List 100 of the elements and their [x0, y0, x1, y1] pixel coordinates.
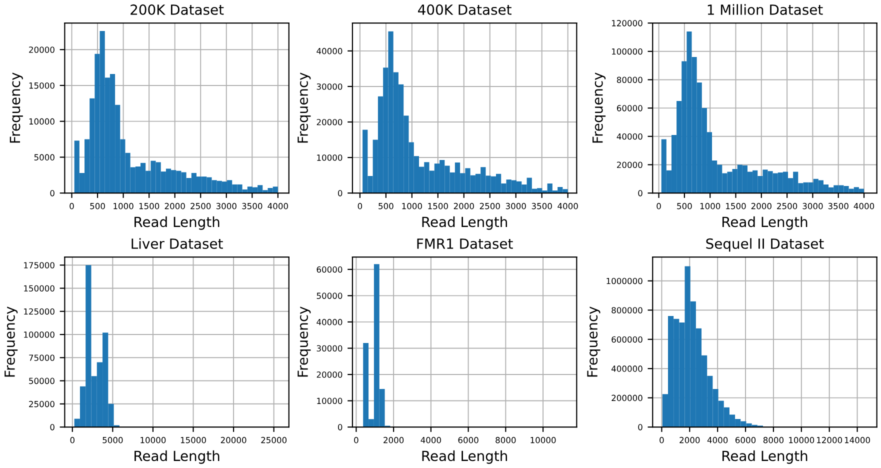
- x-tick-label: 1500: [428, 202, 448, 210]
- y-tick-label: 175000: [24, 262, 54, 268]
- y-axis-title: Frequency: [298, 72, 311, 143]
- y-tick-label: 120000: [612, 20, 642, 26]
- x-tick-label: 8000: [763, 436, 784, 444]
- y-tick-label: 800000: [612, 307, 642, 314]
- y-tick-label: 0: [638, 190, 642, 196]
- x-tick-label: 3500: [242, 202, 262, 210]
- x-tick-label: 2500: [190, 202, 211, 210]
- y-tick-label: 100000: [612, 48, 642, 55]
- x-tick-label: 10000: [530, 436, 556, 444]
- x-tick-label: 6000: [736, 436, 756, 444]
- x-tick-label: 500: [90, 202, 105, 210]
- y-tick-label: 75000: [29, 354, 54, 361]
- x-tick-label: 0: [70, 436, 74, 444]
- x-tick-label: 1000: [114, 202, 134, 210]
- y-tick-label: 0: [338, 424, 342, 430]
- y-tick-label: 0: [50, 424, 54, 430]
- x-tick-label: 2000: [751, 202, 772, 210]
- x-tick-label: 6000: [458, 436, 478, 444]
- y-axis-title: Frequency: [4, 306, 18, 377]
- y-tick-label: 50000: [29, 378, 54, 384]
- y-axis-title: Frequency: [10, 72, 23, 143]
- x-tick-label: 0: [660, 436, 664, 444]
- x-tick-label: 4000: [854, 202, 874, 210]
- x-tick-label: 25000: [261, 436, 287, 444]
- chart-title: FMR1 Dataset: [417, 238, 513, 249]
- x-tick-label: 500: [677, 202, 692, 210]
- y-tick-label: 60000: [316, 266, 342, 273]
- x-tick-label: 12000: [817, 436, 842, 444]
- x-tick-label: 2000: [454, 202, 474, 210]
- y-tick-label: 50000: [316, 292, 342, 299]
- x-axis-title: Read Length: [422, 450, 507, 464]
- x-tick-label: 4000: [268, 202, 288, 210]
- x-tick-label: 1000: [700, 202, 720, 210]
- y-tick-label: 100000: [24, 331, 54, 338]
- x-tick-label: 1500: [726, 202, 746, 210]
- x-tick-label: 0: [70, 202, 74, 210]
- chart-title: 400K Dataset: [418, 4, 512, 15]
- x-tick-label: 3000: [216, 202, 236, 210]
- x-tick-label: 0: [656, 202, 661, 210]
- y-tick-label: 400000: [612, 366, 642, 372]
- y-tick-label: 5000: [34, 154, 54, 160]
- y-tick-label: 20000: [29, 46, 54, 53]
- x-axis-title: Read Length: [722, 450, 808, 464]
- x-tick-label: 2000: [384, 436, 404, 444]
- x-axis-title: Read Length: [422, 216, 507, 230]
- y-axis-title: Frequency: [592, 72, 606, 143]
- y-tick-label: 1000000: [606, 278, 642, 284]
- y-tick-label: 0: [638, 424, 642, 430]
- x-tick-label: 4000: [420, 436, 441, 444]
- x-tick-label: 3500: [532, 202, 552, 210]
- chart-title: Sequel II Dataset: [706, 238, 824, 252]
- y-tick-label: 15000: [29, 82, 54, 89]
- y-tick-label: 200000: [612, 394, 642, 402]
- x-tick-label: 0: [354, 436, 358, 444]
- y-tick-label: 25000: [29, 400, 54, 408]
- x-tick-label: 500: [378, 202, 394, 210]
- x-tick-label: 20000: [220, 436, 246, 444]
- y-axis-title: Frequency: [298, 306, 311, 377]
- y-tick-label: 40000: [616, 133, 642, 140]
- x-tick-label: 1000: [402, 202, 422, 210]
- y-tick-label: 40000: [316, 48, 342, 54]
- x-tick-label: 14000: [844, 436, 870, 444]
- y-tick-label: 60000: [616, 105, 642, 112]
- x-tick-label: 10000: [140, 436, 166, 444]
- x-tick-label: 2000: [680, 436, 700, 444]
- x-axis-title: Read Length: [134, 450, 220, 464]
- y-tick-label: 20000: [617, 162, 642, 168]
- y-tick-label: 30000: [316, 345, 342, 352]
- x-tick-label: 3000: [802, 202, 823, 210]
- y-tick-label: 0: [338, 190, 342, 196]
- y-tick-label: 10000: [29, 118, 54, 125]
- x-tick-label: 8000: [496, 436, 516, 444]
- y-tick-label: 20000: [316, 118, 342, 126]
- y-axis-title: Frequency: [587, 306, 600, 377]
- x-tick-label: 10000: [789, 436, 814, 444]
- y-tick-label: 80000: [616, 76, 642, 84]
- x-tick-label: 1500: [139, 202, 160, 210]
- y-tick-label: 10000: [317, 398, 342, 404]
- x-axis-title: Read Length: [134, 216, 220, 230]
- y-tick-label: 30000: [316, 83, 342, 90]
- x-tick-label: 15000: [180, 436, 206, 444]
- y-tick-label: 40000: [316, 318, 342, 326]
- x-tick-label: 4000: [558, 202, 578, 210]
- x-tick-label: 2000: [164, 202, 185, 210]
- y-tick-label: 150000: [24, 285, 54, 292]
- x-tick-label: 2500: [777, 202, 798, 210]
- x-tick-label: 4000: [707, 436, 728, 444]
- chart-title: Liver Dataset: [132, 238, 223, 249]
- y-tick-label: 600000: [612, 336, 642, 343]
- y-tick-label: 20000: [316, 371, 342, 378]
- x-tick-label: 5000: [102, 436, 123, 444]
- x-axis-title: Read Length: [722, 216, 808, 230]
- x-tick-label: 3500: [828, 202, 848, 210]
- y-tick-label: 0: [50, 190, 54, 196]
- chart-title: 200K Dataset: [130, 4, 224, 15]
- y-tick-label: 10000: [317, 154, 342, 161]
- y-tick-label: 125000: [24, 308, 54, 315]
- x-tick-label: 2500: [480, 202, 500, 210]
